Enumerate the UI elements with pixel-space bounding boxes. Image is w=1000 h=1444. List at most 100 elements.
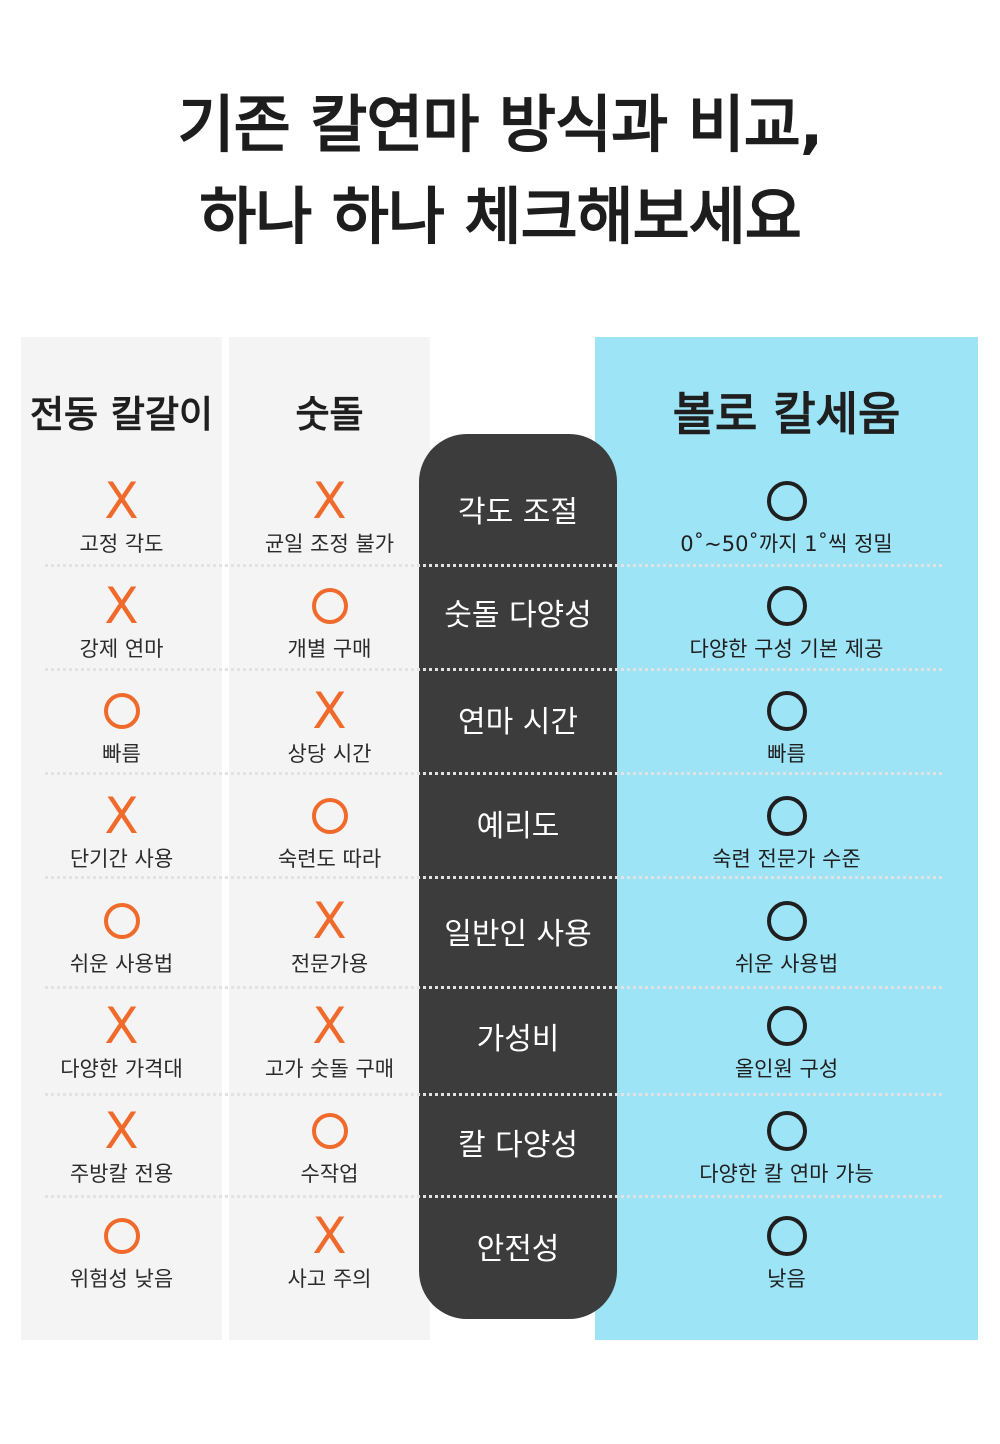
circle-mark-icon [766,901,807,941]
whetstone-cell: 개별 구매 [229,579,430,683]
x-mark-icon: X [312,472,347,530]
bollo-cell: 숙련 전문가 수준 [595,789,978,893]
bollo-cell: 0˚~50˚까지 1˚씩 정밀 [595,474,978,578]
x-mark-icon: X [312,682,347,740]
o-mark [103,688,140,734]
electric-description: 빠름 [102,742,141,766]
whetstone-cell: X 사고 주의 [229,1209,430,1313]
x-mark-icon: X [312,997,347,1055]
bollo-column-header: 볼로 칼세움 [672,387,901,441]
whetstone-description: 상당 시간 [287,742,372,766]
whetstone-cell: X 상당 시간 [229,684,430,788]
whetstone-cell: 숙련도 따라 [229,789,430,893]
whetstone-description: 사고 주의 [287,1267,372,1291]
criterion-label: 가성비 [476,1022,560,1057]
whetstone-description: 숙련도 따라 [277,847,382,871]
bollo-description: 쉬운 사용법 [734,952,839,976]
x-mark-icon: X [312,892,347,950]
electric-description: 주방칼 전용 [69,1162,174,1186]
o-mark [766,688,807,734]
o-mark [766,1003,807,1049]
circle-mark-icon [103,1218,140,1254]
row-divider [45,1093,942,1096]
bollo-description: 0˚~50˚까지 1˚씩 정밀 [680,532,893,556]
circle-mark-icon [766,1111,807,1151]
electric-cell: X 고정 각도 [21,474,222,578]
bollo-description: 다양한 구성 기본 제공 [689,637,884,661]
electric-cell: X 단기간 사용 [21,789,222,893]
bollo-cell: 다양한 칼 연마 가능 [595,1104,978,1208]
whetstone-column-header: 숫돌 [295,393,364,436]
whetstone-cell: X 균일 조정 불가 [229,474,430,578]
row-divider [45,668,942,671]
electric-column-header: 전동 칼갈이 [29,393,214,436]
electric-cell: X 주방칼 전용 [21,1104,222,1208]
electric-description: 단기간 사용 [69,847,174,871]
o-mark [311,583,348,629]
criterion-label: 예리도 [476,809,560,844]
circle-mark-icon [103,903,140,939]
circle-mark-icon [766,586,807,626]
o-mark [766,898,807,944]
whetstone-column-bg [229,337,430,1340]
x-mark-icon: X [104,472,139,530]
electric-cell: X 다양한 가격대 [21,999,222,1103]
o-mark [766,1213,807,1259]
bollo-description: 낮음 [767,1267,806,1291]
whetstone-description: 전문가용 [290,952,369,976]
electric-cell: 위험성 낮음 [21,1209,222,1313]
o-mark [766,1108,807,1154]
bollo-description: 빠름 [767,742,806,766]
row-divider [45,564,942,567]
x-mark-icon: X [104,787,139,845]
electric-cell: X 강제 연마 [21,579,222,683]
circle-mark-icon [311,1113,348,1149]
bollo-cell: 올인원 구성 [595,999,978,1103]
circle-mark-icon [766,691,807,731]
electric-description: 강제 연마 [79,637,164,661]
circle-mark-icon [766,481,807,521]
row-divider [45,1195,942,1198]
bollo-cell: 낮음 [595,1209,978,1313]
whetstone-cell: X 전문가용 [229,894,430,998]
electric-column-bg [21,337,222,1340]
page-title-line-2: 하나 하나 체크해보세요 [199,180,802,253]
x-mark-icon: X [312,1207,347,1265]
bollo-cell: 다양한 구성 기본 제공 [595,579,978,683]
x-mark-icon: X [104,1102,139,1160]
bollo-cell: 빠름 [595,684,978,788]
o-mark [766,478,807,524]
electric-description: 다양한 가격대 [60,1057,183,1081]
bollo-description: 올인원 구성 [734,1057,839,1081]
row-divider [45,876,942,879]
o-mark [766,583,807,629]
whetstone-description: 고가 숫돌 구매 [264,1057,395,1081]
circle-mark-icon [311,588,348,624]
circle-mark-icon [311,798,348,834]
row-divider [45,986,942,989]
criterion-label: 연마 시간 [458,705,578,740]
whetstone-cell: X 고가 숫돌 구매 [229,999,430,1103]
o-mark [766,793,807,839]
electric-cell: 쉬운 사용법 [21,894,222,998]
whetstone-description: 수작업 [300,1162,359,1186]
bollo-cell: 쉬운 사용법 [595,894,978,998]
electric-description: 고정 각도 [79,532,164,556]
circle-mark-icon [766,1216,807,1256]
whetstone-description: 개별 구매 [287,637,372,661]
bollo-description: 숙련 전문가 수준 [712,847,861,871]
x-mark-icon: X [104,577,139,635]
criterion-label: 일반인 사용 [444,917,592,952]
whetstone-cell: 수작업 [229,1104,430,1208]
o-mark [311,793,348,839]
criterion-label: 안전성 [476,1232,560,1267]
o-mark [103,1213,140,1259]
electric-cell: 빠름 [21,684,222,788]
circle-mark-icon [766,796,807,836]
criterion-label: 숫돌 다양성 [444,598,592,633]
electric-description: 쉬운 사용법 [69,952,174,976]
bollo-description: 다양한 칼 연마 가능 [699,1162,874,1186]
x-mark-icon: X [104,997,139,1055]
row-divider [45,772,942,775]
criterion-label: 각도 조절 [458,495,578,530]
